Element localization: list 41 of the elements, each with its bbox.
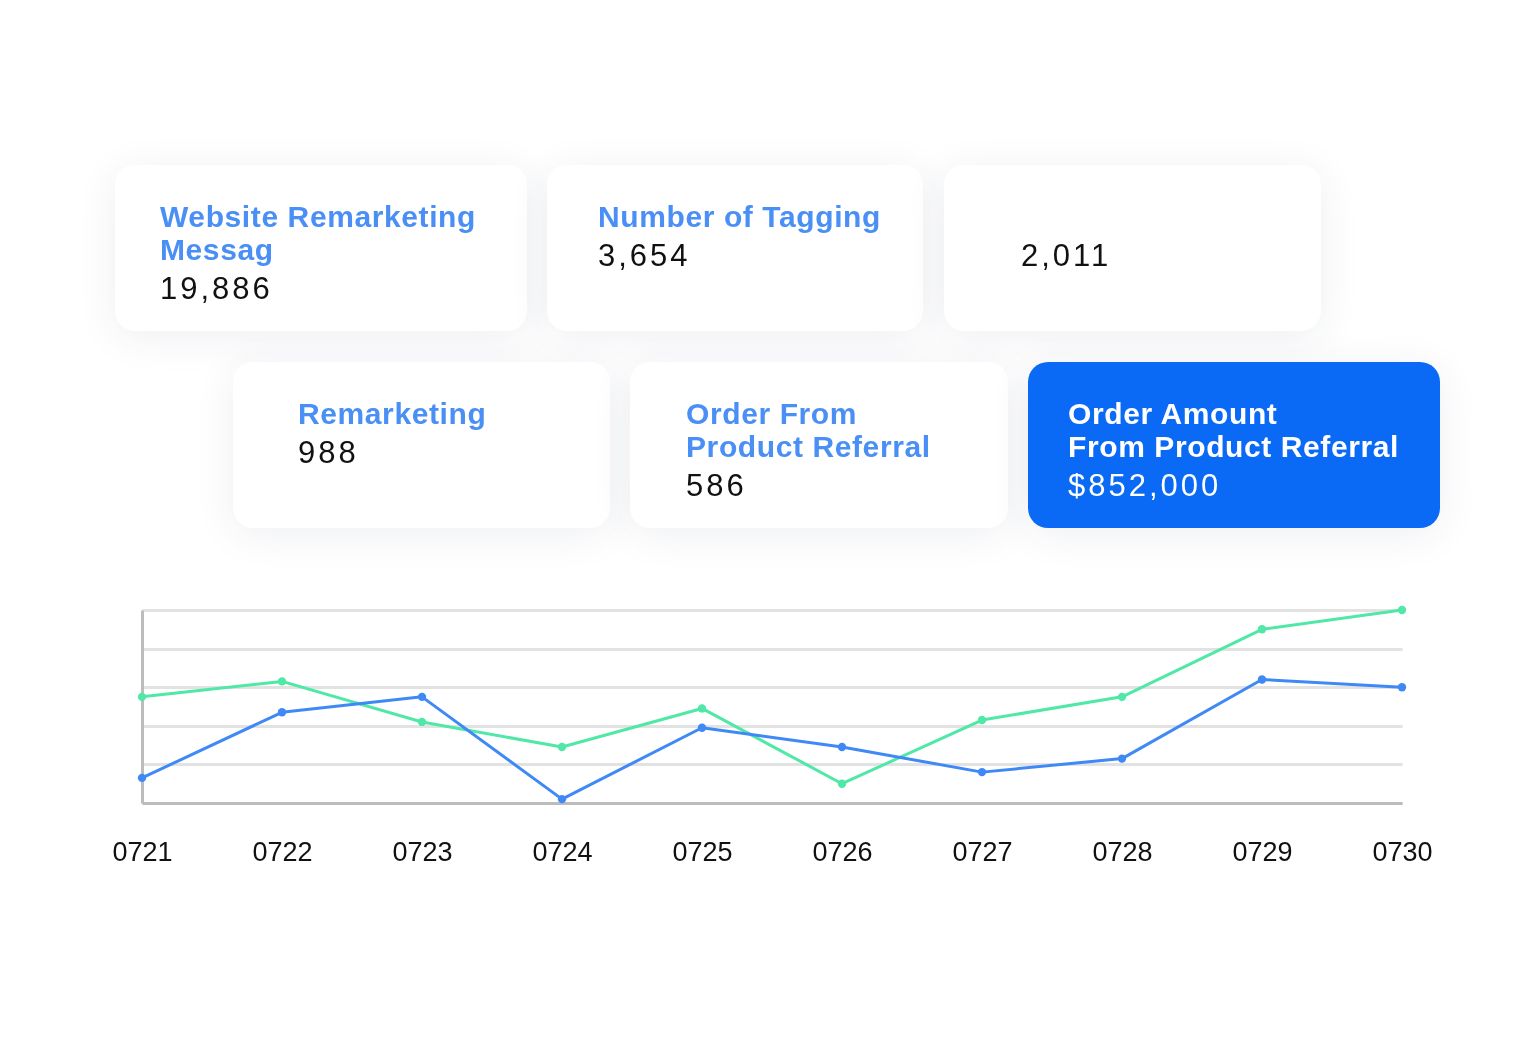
x-tick-label: 0721 xyxy=(112,836,173,867)
point xyxy=(977,715,987,725)
text: Number of Tagging xyxy=(598,200,882,233)
point xyxy=(697,723,707,732)
x-tick-label: 0725 xyxy=(672,836,733,867)
point xyxy=(837,779,847,788)
point xyxy=(697,704,707,713)
text: 988 xyxy=(298,435,360,471)
point xyxy=(137,692,147,702)
point xyxy=(837,742,847,752)
text: Remarketing xyxy=(298,397,488,430)
x-tick-label: 0728 xyxy=(1092,836,1153,867)
text: $852,000 xyxy=(1068,468,1223,504)
x-tick-label: 0723 xyxy=(392,836,453,867)
text: Order From Product Referral xyxy=(686,397,932,463)
point xyxy=(1257,675,1267,684)
x-tick-label: 0722 xyxy=(252,836,313,867)
point xyxy=(1397,605,1407,615)
point xyxy=(1117,692,1127,702)
x-tick-label: 0724 xyxy=(532,836,593,867)
point xyxy=(977,767,987,777)
x-tick-label: 0726 xyxy=(812,836,873,867)
point xyxy=(557,742,567,752)
point xyxy=(1257,625,1267,634)
x-tick-label: 0730 xyxy=(1372,836,1433,867)
text: Order Amount From Product Referral xyxy=(1068,397,1400,463)
x-tick-label: 0729 xyxy=(1232,836,1293,867)
point xyxy=(277,677,287,686)
point xyxy=(417,692,427,702)
point xyxy=(1397,683,1407,692)
text: 586 xyxy=(686,468,748,504)
text: Website Remarketing Messag xyxy=(160,200,477,266)
point xyxy=(1117,754,1127,763)
point xyxy=(417,717,427,727)
point xyxy=(557,794,567,804)
text: 19,886 xyxy=(160,271,274,307)
x-tick-label: 0727 xyxy=(952,836,1013,867)
point xyxy=(137,773,147,783)
text: 2,011 xyxy=(1021,238,1113,274)
point xyxy=(277,708,287,717)
text: 3,654 xyxy=(598,238,692,274)
